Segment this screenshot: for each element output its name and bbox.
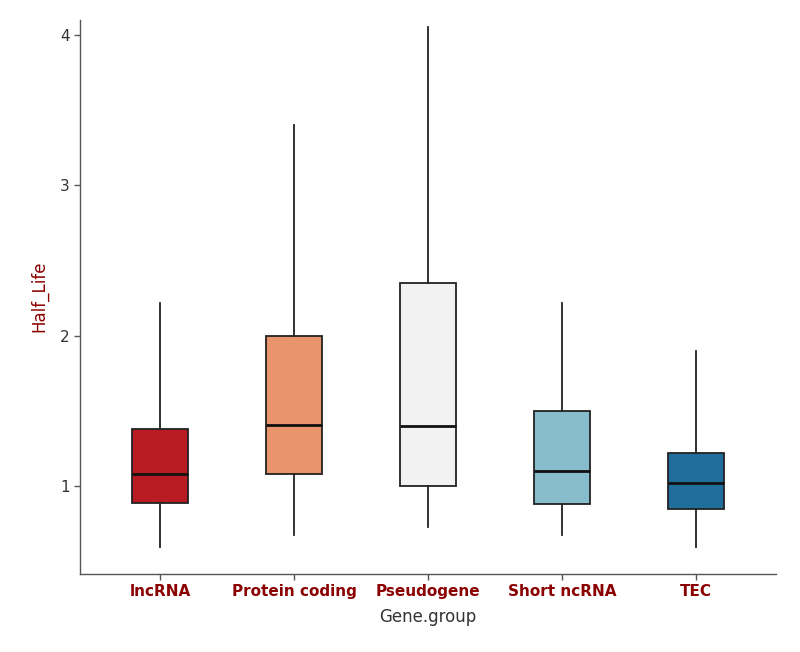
PathPatch shape: [667, 453, 724, 509]
Y-axis label: Half_Life: Half_Life: [30, 261, 49, 333]
X-axis label: Gene.group: Gene.group: [379, 608, 477, 625]
PathPatch shape: [400, 283, 456, 486]
PathPatch shape: [132, 429, 189, 503]
PathPatch shape: [534, 411, 590, 505]
PathPatch shape: [266, 336, 322, 475]
